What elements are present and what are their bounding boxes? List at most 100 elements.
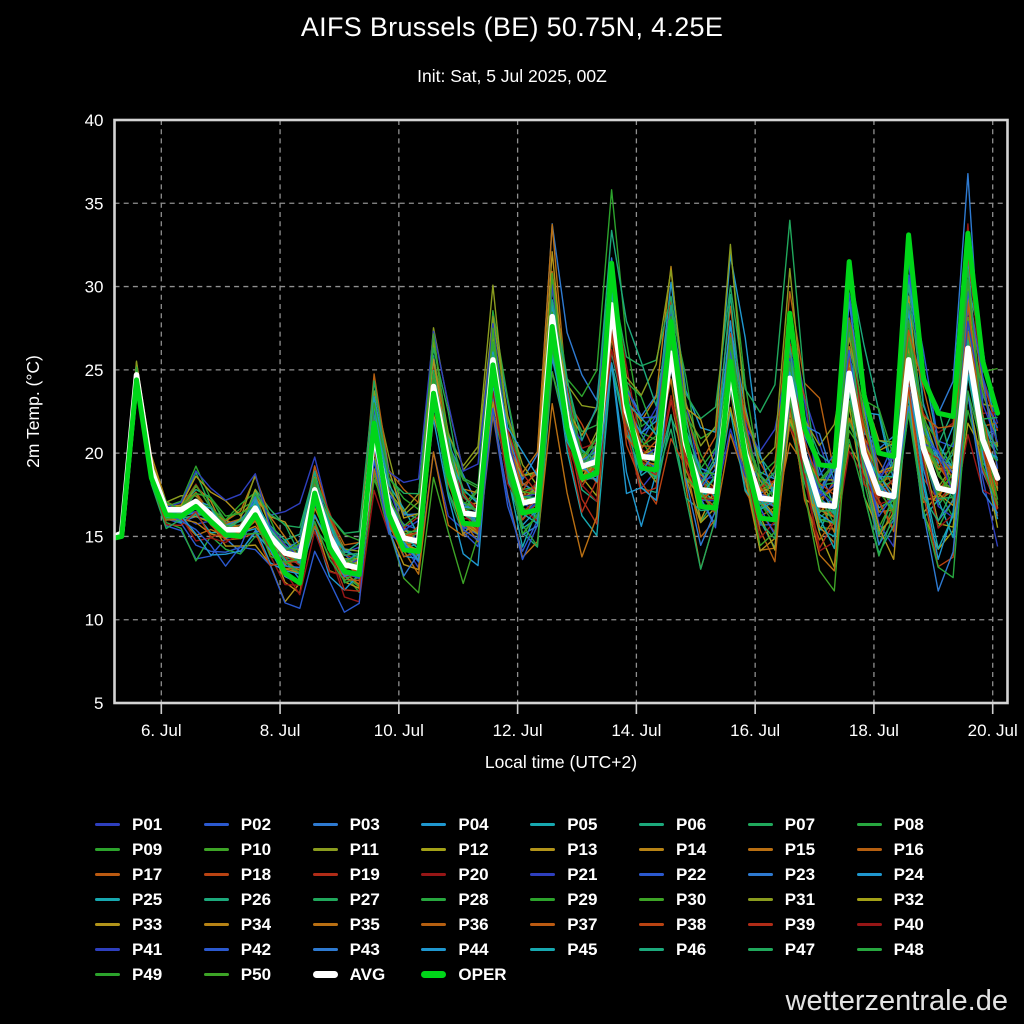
legend-item-P50: P50: [203, 965, 313, 984]
legend-item-P32: P32: [856, 891, 966, 908]
legend-swatch-P01: [95, 823, 120, 826]
legend-label-P13: P13: [567, 840, 598, 859]
legend-item-P06: P06: [638, 816, 748, 833]
legend-item-P39: P39: [747, 915, 857, 934]
x-tick-label: 16. Jul: [730, 721, 780, 740]
legend-label-P19: P19: [349, 865, 380, 884]
oper-line: [115, 230, 1001, 586]
legend-item-P37: P37: [530, 916, 639, 933]
legend-swatch-P40: [856, 923, 882, 926]
legend-label-P05: P05: [567, 815, 598, 834]
legend-item-P12: P12: [421, 841, 530, 858]
legend-label-P21: P21: [567, 865, 598, 884]
legend-item-P47: P47: [747, 940, 857, 959]
legend-item-P01: P01: [95, 816, 204, 833]
legend-label-P24: P24: [893, 865, 924, 884]
x-tick-label: 10. Jul: [374, 721, 424, 740]
legend-label-P03: P03: [349, 815, 380, 834]
legend-label-P36: P36: [458, 915, 489, 934]
legend-item-P09: P09: [95, 841, 204, 858]
legend-label-P43: P43: [349, 940, 380, 959]
legend-label-P28: P28: [458, 890, 489, 909]
legend-item-P11: P11: [312, 840, 422, 859]
legend-item-P25: P25: [95, 891, 204, 908]
legend-item-P05: P05: [530, 816, 639, 833]
legend-swatch-P07: [747, 823, 773, 826]
legend-label-P29: P29: [567, 890, 598, 909]
legend-swatch-P21: [530, 873, 556, 876]
legend-swatch-P37: [530, 923, 556, 926]
legend-swatch-P22: [638, 873, 664, 876]
legend-swatch-P41: [95, 948, 120, 951]
legend-label-P44: P44: [458, 940, 489, 959]
legend-item-P16: P16: [856, 841, 966, 858]
legend-item-P29: P29: [530, 891, 639, 908]
legend-swatch-P19: [312, 873, 338, 876]
legend-label-P30: P30: [675, 890, 707, 909]
legend-item-P07: P07: [747, 816, 857, 833]
x-tick-label: 20. Jul: [968, 721, 1018, 740]
legend-item-P41: P41: [95, 941, 204, 958]
legend-label-P17: P17: [132, 865, 163, 884]
legend-item-P46: P46: [638, 940, 748, 959]
legend-label-P46: P46: [675, 940, 707, 959]
legend-item-P15: P15: [747, 841, 857, 858]
legend-label-P38: P38: [675, 915, 707, 934]
legend-swatch-P04: [421, 823, 447, 826]
legend-item-P14: P14: [638, 840, 748, 859]
legend-item-P18: P18: [203, 866, 313, 883]
legend-label-P35: P35: [349, 915, 380, 934]
legend-label-P11: P11: [349, 840, 379, 859]
legend-item-P10: P10: [203, 840, 313, 859]
legend-label-P31: P31: [784, 890, 816, 909]
legend-swatch-P20: [421, 873, 447, 876]
legend-label-P23: P23: [784, 865, 816, 884]
y-tick-label-30: 30: [85, 278, 104, 297]
legend-swatch-P02: [203, 823, 229, 826]
legend-item-P49: P49: [95, 966, 204, 983]
legend-swatch-P24: [856, 873, 882, 876]
legend-label-P34: P34: [240, 915, 272, 934]
legend-label-P22: P22: [675, 865, 707, 884]
x-tick-label: 18. Jul: [849, 721, 899, 740]
legend-swatch-P12: [421, 848, 447, 851]
legend-item-P13: P13: [530, 841, 639, 858]
y-tick-label-15: 15: [85, 527, 104, 546]
legend-item-P03: P03: [312, 815, 422, 834]
legend-label-P08: P08: [893, 815, 924, 834]
legend-label-P37: P37: [567, 915, 598, 934]
legend-swatch-P11: [312, 848, 338, 851]
legend-label-P33: P33: [132, 915, 163, 934]
legend-label-P39: P39: [784, 915, 816, 934]
legend-label-P20: P20: [458, 865, 489, 884]
legend-swatch-P32: [856, 898, 882, 901]
legend-label-AVG: AVG: [349, 965, 386, 984]
legend-item-P45: P45: [530, 941, 639, 958]
legend-label-P45: P45: [567, 940, 598, 959]
legend-label-P50: P50: [240, 965, 272, 984]
legend-item-P19: P19: [312, 865, 422, 884]
legend-item-P02: P02: [203, 816, 313, 833]
x-tick-label: 8. Jul: [260, 721, 301, 740]
legend-swatch-P44: [421, 948, 447, 951]
legend-item-P24: P24: [856, 865, 966, 884]
y-tick-label-5: 5: [94, 694, 103, 713]
legend-item-P27: P27: [312, 891, 422, 908]
legend: P01 P02 P03 P04 P05 P06 P07 P08 P09 P10 P11 P12 P13 P…: [95, 812, 965, 987]
legend-swatch-P03: [312, 823, 338, 826]
legend-item-P48: P48: [856, 941, 966, 958]
legend-swatch-P06: [638, 823, 664, 826]
legend-swatch-P08: [856, 823, 882, 826]
legend-label-P01: P01: [132, 815, 163, 834]
legend-item-P28: P28: [421, 891, 530, 908]
legend-label-P12: P12: [458, 840, 489, 859]
legend-swatch-P18: [203, 873, 229, 876]
legend-label-P14: P14: [675, 840, 707, 859]
legend-swatch-P34: [203, 923, 229, 926]
legend-swatch-AVG: [312, 971, 338, 978]
legend-label-P10: P10: [240, 840, 272, 859]
legend-label-P47: P47: [784, 940, 816, 959]
legend-label-P42: P42: [240, 940, 272, 959]
legend-item-P35: P35: [312, 915, 422, 934]
